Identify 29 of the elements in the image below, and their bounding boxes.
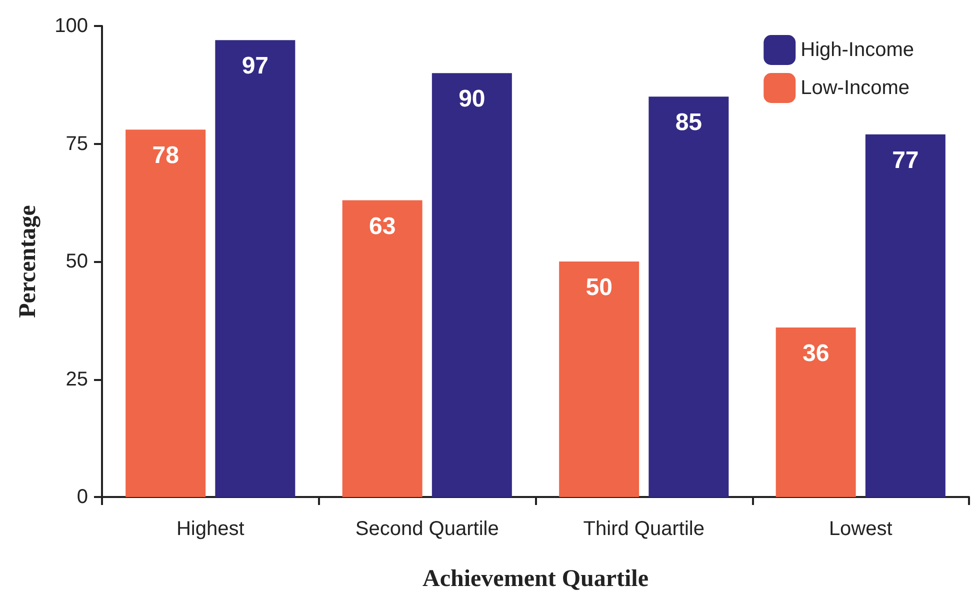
bar — [865, 134, 946, 497]
bar — [776, 327, 856, 497]
x-tick-label: Second Quartile — [355, 518, 499, 540]
legend-label: High-Income — [800, 39, 914, 61]
bar — [648, 96, 729, 497]
bar — [342, 200, 422, 497]
data-label: 36 — [802, 340, 830, 367]
data-label: 50 — [586, 274, 612, 301]
data-label: 78 — [152, 142, 179, 170]
x-tick-label: Third Quartile — [583, 518, 704, 540]
y-tick-label: 50 — [66, 250, 88, 272]
data-label: 77 — [892, 146, 919, 174]
y-tick-label: 100 — [54, 15, 88, 37]
x-axis-title: Achievement Quartile — [422, 566, 649, 592]
data-label: 97 — [242, 52, 269, 80]
y-tick-label: 0 — [76, 486, 88, 508]
bar — [559, 262, 640, 497]
data-label: 85 — [675, 109, 702, 136]
y-tick-label: 25 — [66, 368, 88, 390]
y-axis-title: Percentage — [15, 204, 41, 318]
y-tick-label: 75 — [66, 132, 88, 155]
bar — [432, 73, 512, 497]
x-tick-label: Highest — [176, 518, 245, 540]
x-tick-label: Lowest — [828, 518, 893, 540]
data-label: 90 — [458, 86, 486, 113]
data-label: 63 — [368, 212, 396, 240]
legend-label: Low-Income — [800, 77, 910, 99]
bar — [215, 40, 296, 497]
bar — [126, 130, 206, 497]
